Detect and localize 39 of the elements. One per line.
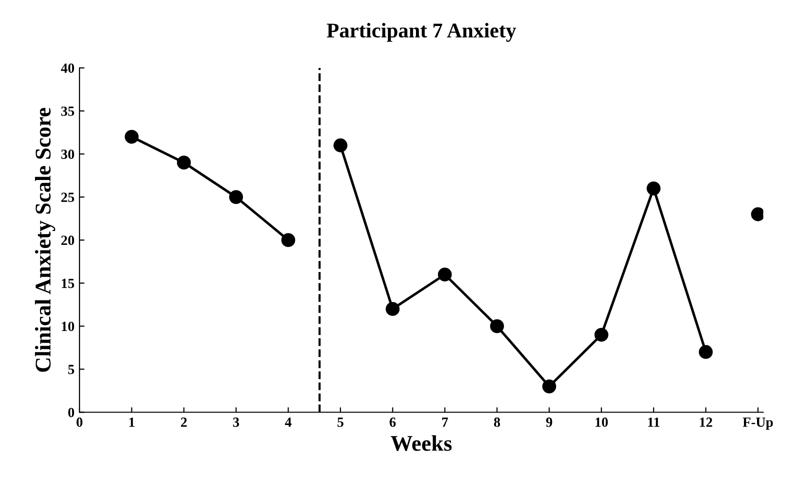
- y-tick-label: 0: [68, 408, 74, 418]
- x-tick-label: 8: [494, 418, 500, 427]
- y-tick-label: 35: [61, 106, 74, 116]
- x-tick-label: 4: [284, 418, 292, 427]
- y-tick-label: 30: [61, 150, 74, 159]
- x-tick-label: 0: [76, 418, 82, 427]
- point: [646, 181, 661, 196]
- point: [334, 138, 348, 152]
- x-tick-label: 11: [648, 418, 660, 427]
- x-tick-label: F-Up: [742, 418, 773, 430]
- point: [124, 130, 139, 144]
- point: [751, 207, 764, 222]
- y-tick-label: 25: [61, 192, 74, 202]
- x-tick-label: 5: [338, 418, 344, 427]
- chart-title: Participant 7 Anxiety: [326, 22, 516, 42]
- x-tick-label: 1: [129, 418, 134, 427]
- y-tick-label: 20: [61, 236, 74, 246]
- point: [542, 379, 556, 394]
- y-axis-title: Clinical Anxiety Scale Score: [34, 108, 56, 372]
- point: [438, 268, 452, 282]
- x-tick-label: 9: [546, 418, 552, 427]
- x-tick-label: 6: [390, 418, 396, 427]
- x-tick-label: 3: [233, 418, 240, 427]
- point: [594, 328, 608, 342]
- x-tick-label: 12: [700, 418, 712, 427]
- y-tick-label: 15: [62, 278, 74, 288]
- x-tick-label: 2: [180, 418, 187, 427]
- x-tick-label: 10: [596, 418, 608, 427]
- point: [229, 190, 244, 204]
- y-tick-label: 40: [60, 63, 74, 73]
- y-tick-label: 10: [62, 322, 74, 332]
- point: [281, 233, 296, 248]
- point: [386, 302, 400, 316]
- point: [176, 156, 191, 170]
- y-tick-label: 5: [68, 364, 74, 374]
- x-tick-label: 7: [442, 418, 448, 427]
- x-axis-title: Weeks: [390, 435, 452, 452]
- point: [490, 319, 504, 334]
- point: [698, 345, 713, 359]
